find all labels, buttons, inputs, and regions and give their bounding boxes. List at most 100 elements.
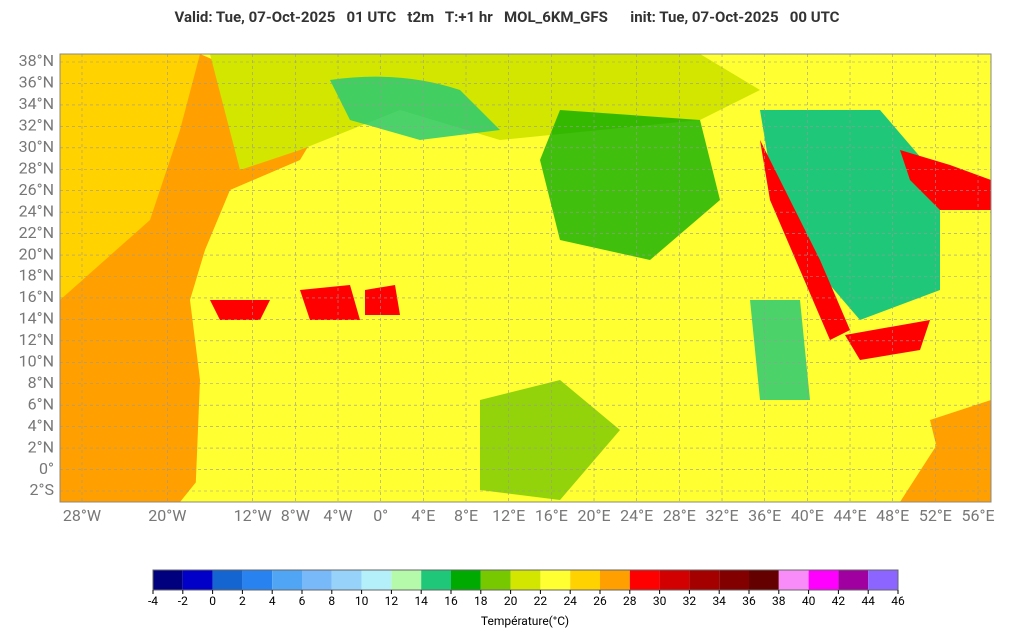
colorbar-swatch (689, 570, 720, 590)
colorbar-tick-label: 46 (891, 594, 905, 608)
atlas-cool (330, 76, 500, 140)
lat-label: 6°N (28, 394, 54, 413)
colorbar-swatch (331, 570, 362, 590)
colorbar-frame (152, 569, 899, 591)
lat-label: 16°N (19, 287, 54, 306)
lon-label: 20°W (148, 506, 186, 525)
colorbar-swatch (838, 570, 869, 590)
lat-label: 8°N (28, 373, 54, 392)
colorbar-tick-label: 16 (444, 594, 458, 608)
colorbar-swatch (391, 570, 422, 590)
colorbar-tick-label: 10 (355, 594, 369, 608)
map-field (60, 54, 991, 502)
colorbar-tick-label: 18 (474, 594, 488, 608)
gulf-aden (845, 320, 930, 360)
colorbar-swatch (480, 570, 511, 590)
colorbar-tick-label: -4 (148, 594, 158, 608)
colorbar-tick-label: 36 (742, 594, 756, 608)
lat-label: 0° (39, 459, 54, 478)
colorbar-tick-label: 28 (623, 594, 637, 608)
colorbar-tick-label: 14 (414, 594, 428, 608)
colorbar-label: Température(°C) (481, 614, 569, 628)
colorbar-swatch (272, 570, 302, 590)
lon-label: 44°E (833, 506, 866, 525)
lat-label: 4°N (28, 416, 54, 435)
hot-spot (210, 300, 270, 320)
colorbar-swatch (540, 570, 571, 590)
colorbar-tick-label: 38 (772, 594, 786, 608)
lat-label: 14°N (19, 309, 54, 328)
colorbar-swatch (570, 570, 600, 590)
colorbar-tick-label: 22 (534, 594, 548, 608)
lon-label: 4°W (323, 506, 352, 525)
colorbar-tick-label: 30 (653, 594, 667, 608)
colorbar-tick-label: 20 (504, 594, 518, 608)
colorbar-swatch (153, 570, 183, 590)
colorbar-swatch (778, 570, 809, 590)
lat-label: 34°N (19, 94, 54, 113)
colorbar-swatch (510, 570, 541, 590)
colorbar-tick-label: 4 (269, 594, 276, 608)
lat-label: 10°N (19, 352, 54, 371)
lat-label: 22°N (19, 223, 54, 242)
colorbar-tick-label: 8 (328, 594, 335, 608)
colorbar-tick-label: 42 (832, 594, 846, 608)
colorbar-tick-label: 6 (299, 594, 306, 608)
lon-label: 32°E (705, 506, 738, 525)
colorbar-swatch (361, 570, 392, 590)
colorbar-tick-label: 44 (861, 594, 875, 608)
lat-label: 18°N (19, 266, 54, 285)
lat-label: 12°N (19, 330, 54, 349)
colorbar-tick-label: 24 (563, 594, 577, 608)
colorbar-swatch (749, 570, 779, 590)
lon-label: 16°E (535, 506, 568, 525)
colorbar-swatch (212, 570, 243, 590)
lat-label: 24°N (19, 201, 54, 220)
colorbar-swatch (629, 570, 660, 590)
lat-label: 2°S (30, 480, 54, 499)
lon-label: 8°W (281, 506, 310, 525)
indian-ocean (930, 400, 991, 502)
colorbar-swatch (242, 570, 273, 590)
colorbar-swatch (659, 570, 690, 590)
lon-label: 4°E (411, 506, 435, 525)
lon-label: 28°E (663, 506, 696, 525)
ocean-north (60, 54, 200, 300)
lat-label: 2°N (28, 437, 54, 456)
lon-label: 56°E (961, 506, 994, 525)
grid (60, 54, 991, 502)
lat-label: 20°N (19, 244, 54, 263)
map-frame (59, 53, 992, 503)
colorbar-tick-label: 2 (239, 594, 246, 608)
lon-label: 28°W (63, 506, 101, 525)
colorbar-swatch (868, 570, 898, 590)
colorbar-tick-label: 12 (385, 594, 399, 608)
congo (480, 380, 620, 500)
lon-label: 52°E (919, 506, 952, 525)
colorbar-swatch (600, 570, 630, 590)
colorbar-swatch (808, 570, 839, 590)
lon-label: 8°E (454, 506, 478, 525)
hot-spot (300, 285, 360, 320)
lon-label: 0° (373, 506, 388, 525)
colorbar-swatch (421, 570, 451, 590)
colorbar-tick-label: -2 (178, 594, 188, 608)
colorbar-tick-label: 32 (683, 594, 697, 608)
lat-label: 28°N (19, 158, 54, 177)
lon-label: 36°E (748, 506, 781, 525)
colorbar-swatch (302, 570, 332, 590)
red-sea (760, 140, 850, 340)
ethiopia-highlands (750, 300, 810, 400)
lat-label: 32°N (19, 116, 54, 135)
persian-gulf (900, 150, 991, 210)
arabia (760, 110, 940, 320)
lon-label: 40°E (791, 506, 824, 525)
colorbar-swatch (719, 570, 749, 590)
colorbar-tick-label: 40 (802, 594, 816, 608)
lat-label: 36°N (19, 73, 54, 92)
lon-label: 12°W (234, 506, 272, 525)
lat-label: 38°N (19, 51, 54, 70)
hot-spot (365, 285, 400, 315)
colorbar-tick-label: 34 (712, 594, 726, 608)
